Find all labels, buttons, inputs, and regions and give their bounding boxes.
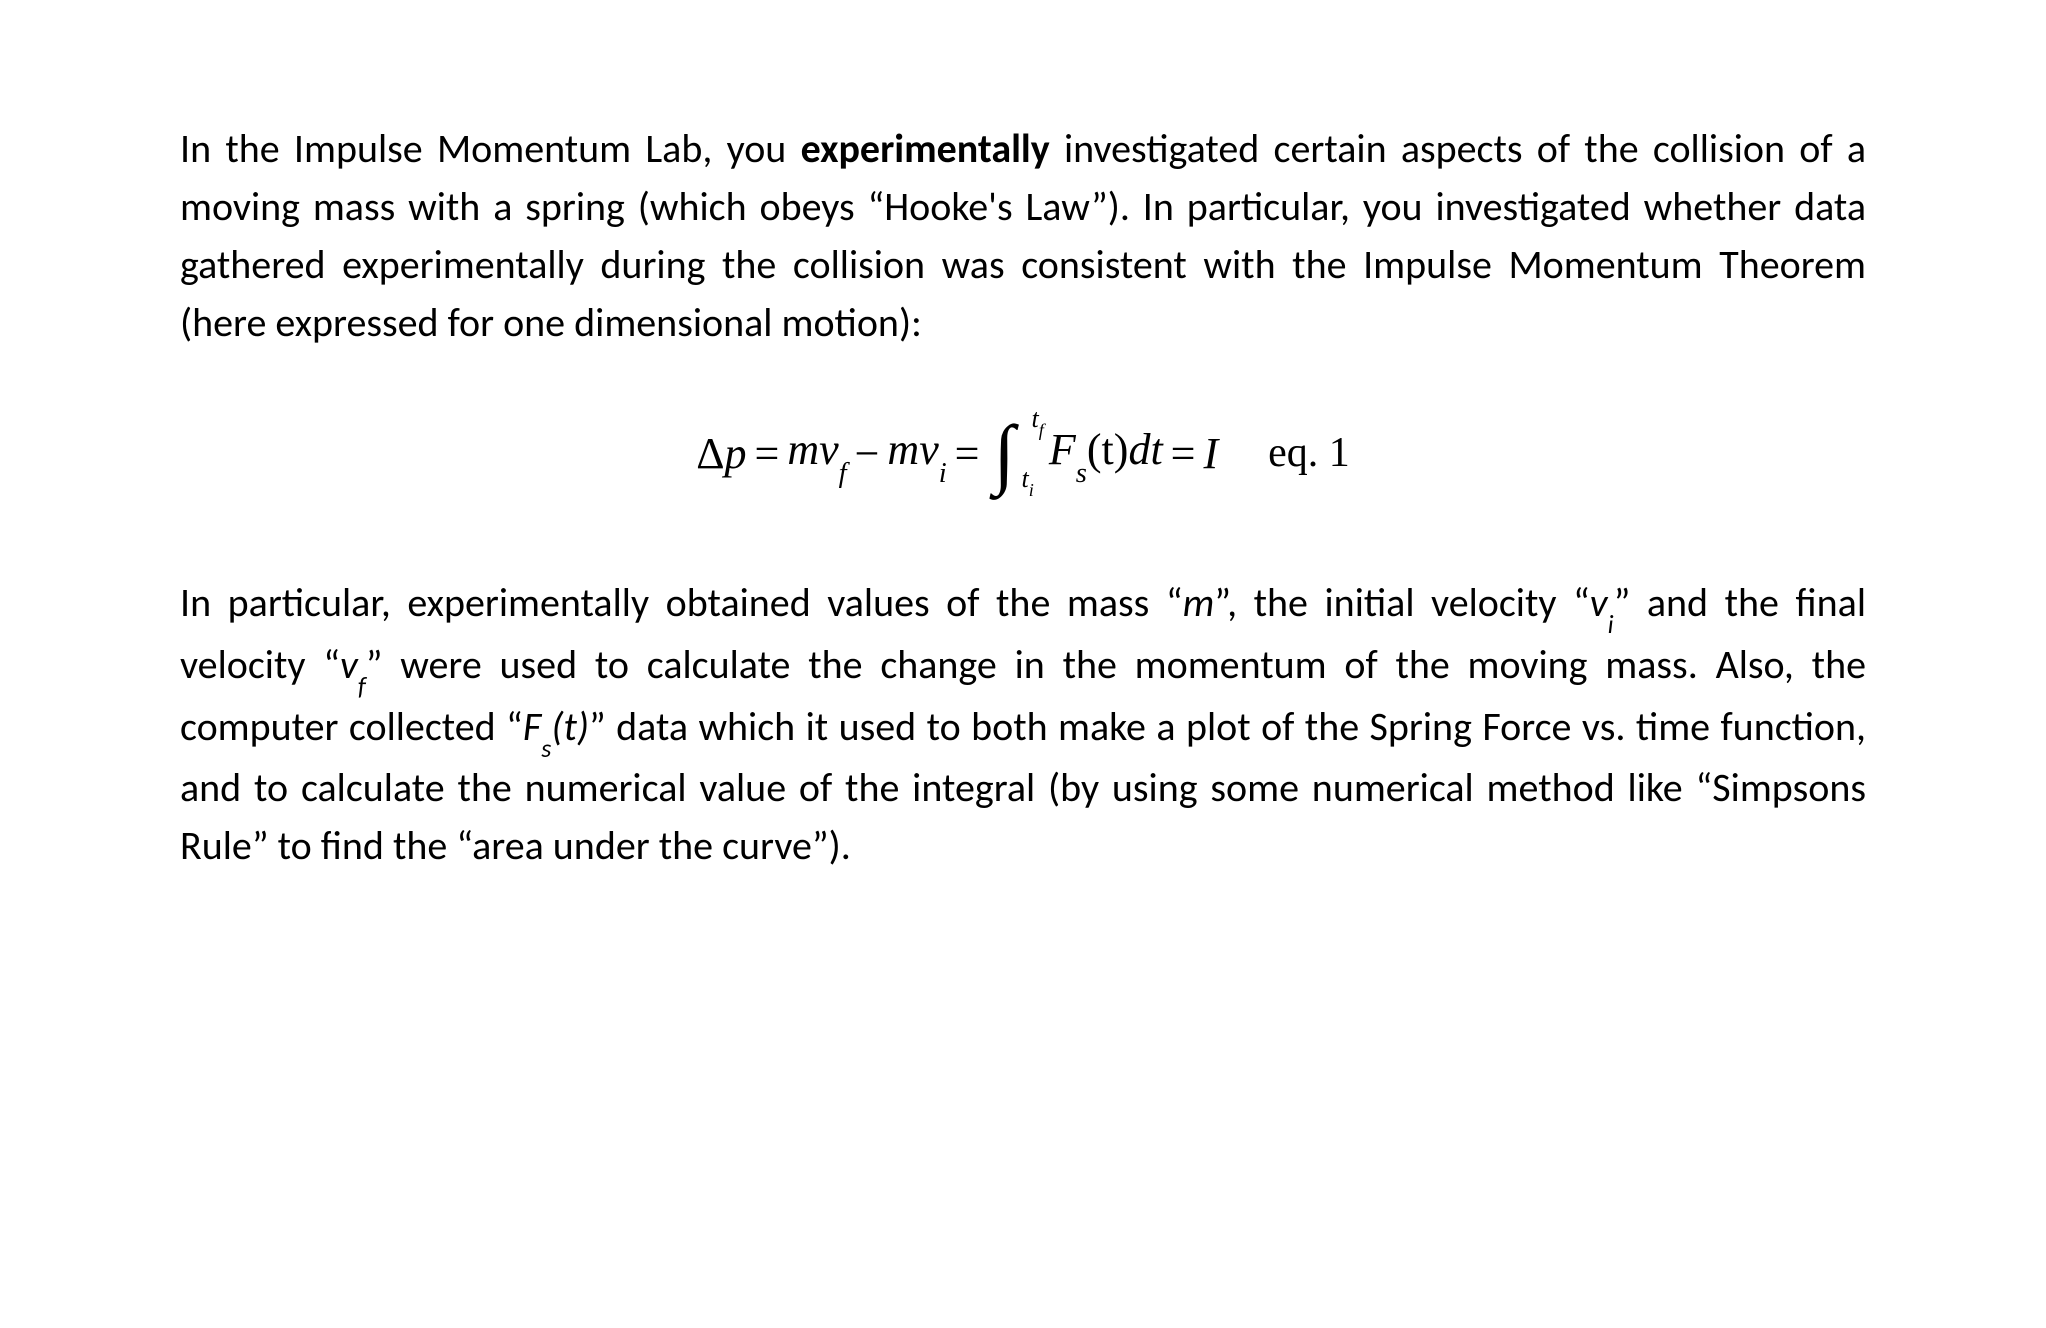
eq-equals-3: =: [1171, 428, 1196, 479]
eq-impulse: I: [1204, 428, 1219, 479]
p2-t1: In particular, experimentally obtained v…: [180, 578, 1183, 627]
eq-delta: Δp: [696, 428, 746, 479]
p2-Fs: Fs(t): [523, 702, 589, 751]
p2-vf: vf: [340, 640, 366, 689]
eq-minus: −: [855, 428, 880, 479]
equation-label: eq. 1: [1268, 429, 1350, 477]
eq-equals-2: =: [955, 428, 980, 479]
paragraph-2: In particular, experimentally obtained v…: [180, 574, 1866, 875]
p2-t2: ”, the initial velocity “: [1214, 578, 1590, 627]
para1-pre: In the Impulse Momentum Lab, you: [180, 124, 801, 173]
eq-mvf: mvf: [787, 424, 846, 482]
integral-upper-limit: tf: [1032, 404, 1044, 438]
p2-vi: vi: [1590, 578, 1614, 627]
eq-integrand: Fs(t)dt: [1049, 424, 1163, 482]
integral-symbol: ∫: [994, 422, 1015, 484]
equation-1: Δp = mvf − mvi = tf ∫ ti Fs(t)dt = I eq.…: [180, 422, 1866, 484]
document-content: In the Impulse Momentum Lab, you experim…: [180, 120, 1866, 875]
integral-icon: tf ∫ ti: [994, 422, 1015, 484]
para1-bold: experimentally: [801, 124, 1050, 173]
paragraph-1: In the Impulse Momentum Lab, you experim…: [180, 120, 1866, 352]
integral-lower-limit: ti: [1022, 464, 1034, 498]
equation-expression: Δp = mvf − mvi = tf ∫ ti Fs(t)dt = I: [696, 422, 1218, 484]
eq-equals-1: =: [754, 428, 779, 479]
eq-mvi: mvi: [887, 424, 946, 482]
p2-m: m: [1183, 578, 1215, 627]
